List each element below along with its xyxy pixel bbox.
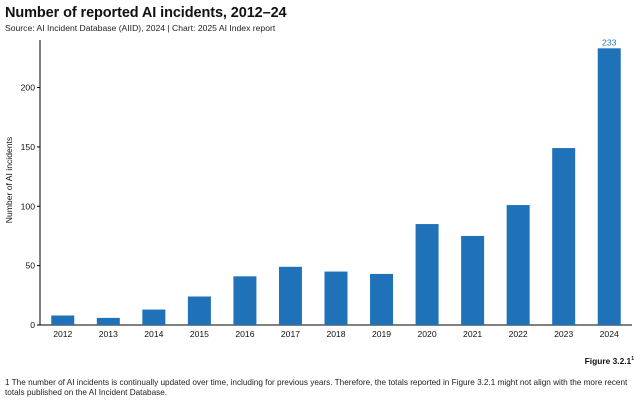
bar-2024 xyxy=(597,48,621,325)
bar-2023 xyxy=(552,148,576,325)
bar-2015 xyxy=(187,296,211,325)
x-tick-label: 2017 xyxy=(281,329,300,339)
x-tick-label: 2020 xyxy=(418,329,437,339)
x-tick-label: 2019 xyxy=(372,329,391,339)
x-tick-label: 2018 xyxy=(326,329,345,339)
x-tick-label: 2023 xyxy=(554,329,573,339)
bar-2014 xyxy=(142,309,166,325)
y-axis-label: Number of AI incidents xyxy=(4,137,14,223)
x-tick-label: 2012 xyxy=(53,329,72,339)
bar-2020 xyxy=(415,224,439,325)
y-tick-label: 50 xyxy=(25,261,35,271)
bar-2012 xyxy=(51,315,75,325)
x-tick-label: 2014 xyxy=(144,329,163,339)
bar-2021 xyxy=(461,235,485,325)
y-tick-label: 200 xyxy=(21,83,36,93)
bar-2017 xyxy=(278,266,302,325)
y-tick-label: 100 xyxy=(21,201,36,211)
x-tick-label: 2024 xyxy=(600,329,619,339)
bar-2022 xyxy=(506,205,530,325)
figure-label-text: Figure 3.2.1 xyxy=(584,356,632,366)
x-tick-label: 2021 xyxy=(463,329,482,339)
chart-title: Number of reported AI incidents, 2012–24 xyxy=(5,5,287,21)
bar-2019 xyxy=(370,273,394,325)
bar-2013 xyxy=(96,317,120,325)
x-tick-label: 2022 xyxy=(509,329,528,339)
figure-label: Figure 3.2.11 xyxy=(585,356,634,366)
data-label: 233 xyxy=(602,37,617,47)
bar-2016 xyxy=(233,276,257,325)
figure-label-sup: 1 xyxy=(631,356,634,363)
x-tick-label: 2015 xyxy=(190,329,209,339)
y-tick-label: 0 xyxy=(30,320,35,330)
chart-source: Source: AI Incident Database (AIID), 202… xyxy=(5,23,276,33)
x-tick-label: 2016 xyxy=(235,329,254,339)
x-tick-label: 2013 xyxy=(99,329,118,339)
bar-2018 xyxy=(324,271,348,325)
footnote: 1 The number of AI incidents is continua… xyxy=(5,378,628,397)
y-tick-label: 150 xyxy=(21,142,36,152)
